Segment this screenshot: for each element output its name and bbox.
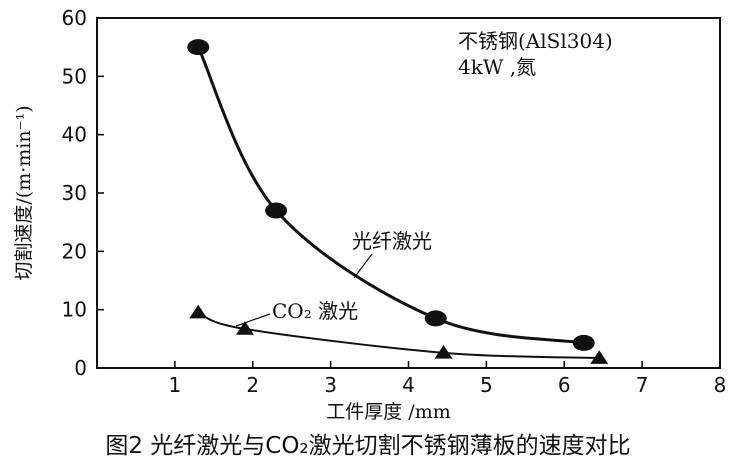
y-tick-label: 60 [62,6,87,30]
x-tick-label: 7 [636,373,649,397]
plot-border [96,17,721,369]
x-tick-label: 1 [169,373,182,397]
y-tick-label: 20 [62,239,87,263]
plot-frame [96,17,721,369]
y-tick-label: 50 [62,64,87,88]
series-label-co2-laser: CO₂ 激光 [272,299,358,323]
y-tick-label: 0 [74,356,87,380]
data-point [189,304,208,319]
y-tick-label: 40 [62,123,87,147]
chart-figure: 0 10 20 30 40 50 60 1 2 3 4 5 6 7 8 切割速度/(m·min⁻¹) 工件… [13,6,727,423]
series-leader-lines [235,253,373,327]
x-tick-label: 6 [558,373,571,397]
series-label-fiber-laser: 光纤激光 [352,229,432,253]
figure-caption: 图2 光纤激光与CO₂激光切割不锈钢薄板的速度对比 [105,433,631,459]
x-tick-label: 2 [246,373,259,397]
y-tick-label: 30 [62,181,87,205]
x-axis-title: 工件厚度 /mm [326,401,450,423]
condition-annotation: 4kW ,氮 [458,55,536,79]
x-tick-label: 4 [402,373,415,397]
data-point [424,310,447,327]
x-axis-ticks: 1 2 3 4 5 6 7 8 [169,361,727,397]
x-tick-label: 8 [714,373,727,397]
data-point [187,39,210,56]
y-axis-title: 切割速度/(m·min⁻¹) [13,105,35,280]
data-point [572,334,595,351]
data-point [235,321,254,335]
series-line [196,46,584,345]
x-tick-label: 5 [480,373,493,397]
series-line [197,311,600,360]
y-tick-label: 10 [62,298,87,322]
x-tick-label: 3 [324,373,337,397]
data-point [434,345,453,359]
fiber-leader-line [353,253,373,279]
co2-leader-line [235,313,271,327]
data-point [590,350,609,364]
y-axis-ticks: 0 10 20 30 40 50 60 [62,6,104,380]
material-annotation: 不锈钢(AlSl304) [458,29,613,53]
data-point [265,202,288,219]
series-layer [187,39,609,364]
